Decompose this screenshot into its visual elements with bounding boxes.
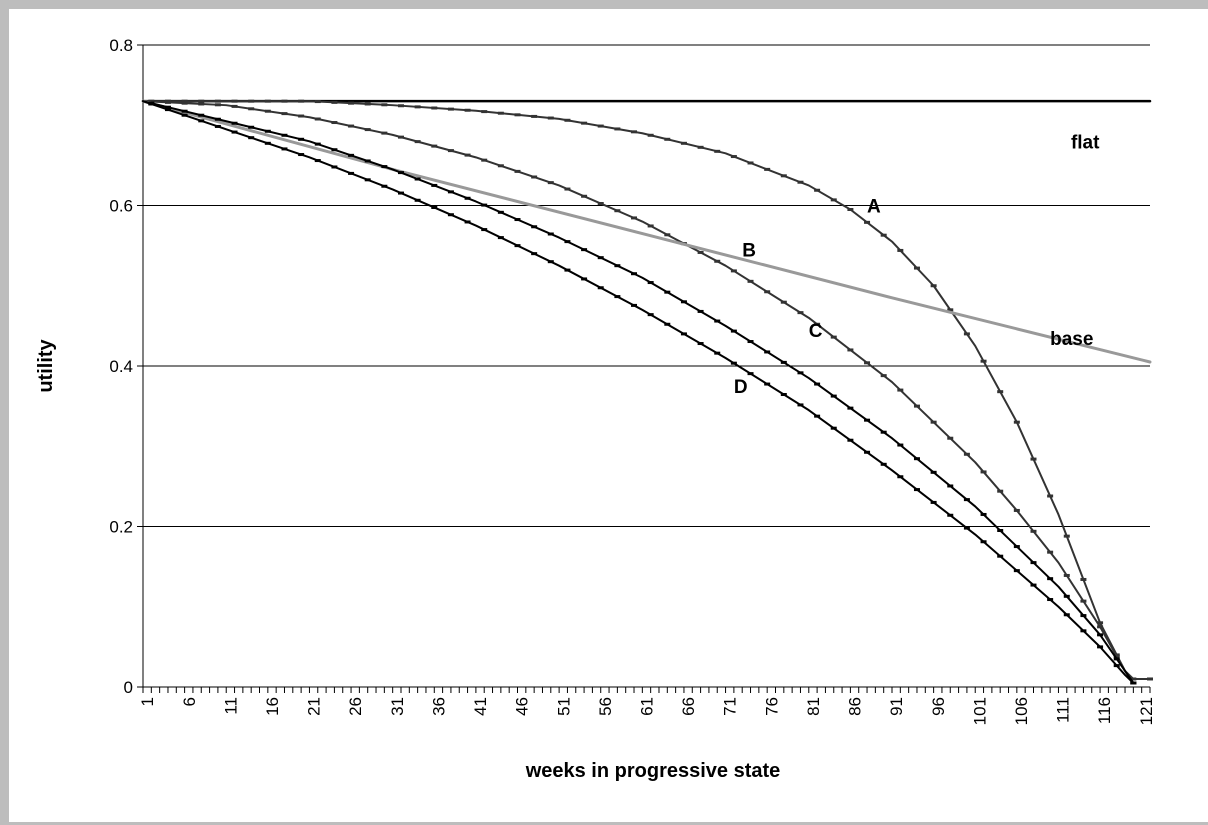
series-label-a: A xyxy=(867,197,881,218)
x-tick-label: 66 xyxy=(679,697,698,716)
gridlines xyxy=(143,44,1150,527)
y-tick-label: 0.2 xyxy=(109,518,133,537)
x-tick-label: 36 xyxy=(429,697,448,716)
series-label-b: B xyxy=(742,241,756,262)
x-tick-label: 11 xyxy=(221,697,240,715)
x-axis-title: weeks in progressive state xyxy=(525,760,781,782)
series-line-a xyxy=(142,100,1151,680)
series-lines xyxy=(141,99,1153,685)
x-tick-label: 96 xyxy=(929,697,948,716)
x-tick-label: 21 xyxy=(305,697,324,716)
y-tick-label: 0.4 xyxy=(109,357,133,376)
x-tick-label: 106 xyxy=(1012,697,1031,725)
x-tick-label: 46 xyxy=(513,697,532,716)
x-tick-label: 6 xyxy=(180,697,199,706)
x-tick-label: 56 xyxy=(596,697,615,716)
x-tick-label: 111 xyxy=(1054,697,1073,723)
x-tick-label: 91 xyxy=(887,697,906,716)
series-label-flat: flat xyxy=(1071,132,1100,153)
x-tick-label: 61 xyxy=(638,697,657,716)
series-line-c xyxy=(142,100,1135,684)
series-label-c: C xyxy=(809,321,823,342)
y-axis-title: utility xyxy=(35,338,57,392)
x-tick-label: 1 xyxy=(138,697,157,706)
x-tick-label: 101 xyxy=(970,697,989,725)
x-tick-label: 71 xyxy=(721,697,740,716)
x-tick-label: 31 xyxy=(388,697,407,716)
series-label-base: base xyxy=(1050,329,1093,350)
x-tick-label: 26 xyxy=(346,697,365,716)
x-tick-label: 86 xyxy=(846,697,865,716)
series-line-d xyxy=(142,100,1135,684)
x-axis-ticks: 1 6 11 16 21 26 31 36 41 46 51 56 61 66 71 76 81 86 91 96 10… xyxy=(138,687,1156,725)
y-tick-label: 0.8 xyxy=(109,36,133,55)
x-tick-label: 76 xyxy=(762,697,781,716)
x-tick-label: 51 xyxy=(554,697,573,716)
x-tick-label: 41 xyxy=(471,697,490,716)
series-line-base xyxy=(141,99,1152,364)
series-line-b xyxy=(142,100,1135,684)
x-tick-label: 81 xyxy=(804,697,823,716)
y-tick-label: 0.6 xyxy=(109,197,133,216)
x-tick-label: 16 xyxy=(263,697,282,716)
y-axis-ticks: 0 0.2 0.4 0.6 0.8 xyxy=(109,36,143,697)
series-label-d: D xyxy=(734,377,748,398)
y-tick-label: 0 xyxy=(124,678,133,697)
x-tick-label: 116 xyxy=(1095,697,1114,724)
x-tick-label: 121 xyxy=(1137,697,1156,725)
